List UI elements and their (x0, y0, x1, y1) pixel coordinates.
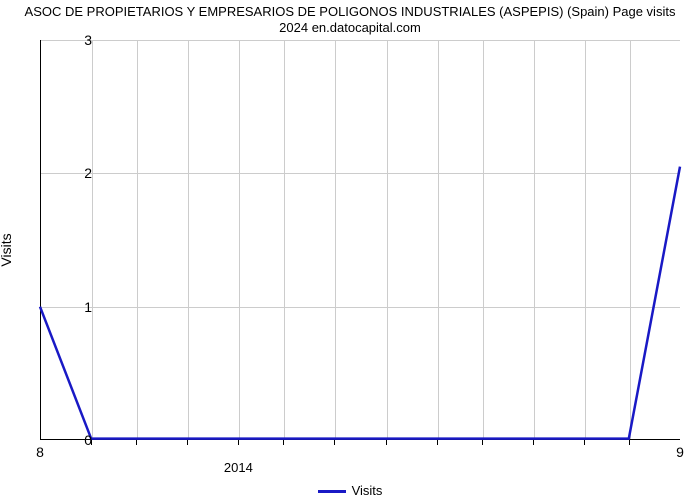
x-minor-tick (584, 440, 585, 445)
y-tick-label: 1 (72, 299, 92, 315)
plot-area (40, 40, 680, 440)
x-minor-tick (238, 440, 239, 445)
x-minor-tick (533, 440, 534, 445)
x-tick-label: 8 (36, 444, 44, 460)
x-minor-tick (136, 440, 137, 445)
chart-title: ASOC DE PROPIETARIOS Y EMPRESARIOS DE PO… (0, 4, 700, 35)
x-minor-tick (283, 440, 284, 445)
x-minor-tick (482, 440, 483, 445)
legend-swatch (318, 490, 346, 493)
x-minor-tick (187, 440, 188, 445)
y-tick-label: 0 (72, 432, 92, 448)
legend-label: Visits (352, 483, 383, 498)
x-tick-label: 9 (676, 444, 684, 460)
x-minor-label: 2014 (224, 460, 253, 475)
x-minor-tick (91, 440, 92, 445)
x-minor-tick (629, 440, 630, 445)
chart-container: ASOC DE PROPIETARIOS Y EMPRESARIOS DE PO… (0, 0, 700, 500)
legend: Visits (0, 483, 700, 498)
x-minor-tick (437, 440, 438, 445)
x-minor-tick (386, 440, 387, 445)
line-series (40, 40, 680, 440)
y-tick-label: 3 (72, 32, 92, 48)
x-minor-tick (334, 440, 335, 445)
y-tick-label: 2 (72, 165, 92, 181)
y-axis-label: Visits (0, 233, 14, 266)
